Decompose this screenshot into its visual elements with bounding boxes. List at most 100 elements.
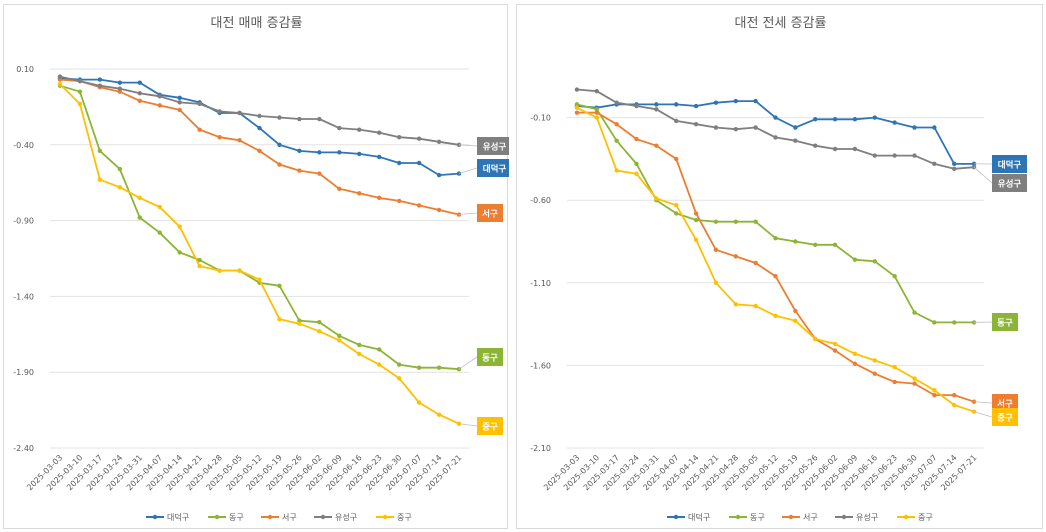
data-point <box>654 102 659 107</box>
data-point <box>574 102 580 107</box>
chart-jeonse-svg: 대전 전세 증감률-0.10-0.60-1.10-1.60-2.102025-0… <box>530 16 1027 522</box>
data-point <box>137 80 142 85</box>
data-point <box>217 268 222 273</box>
data-point <box>257 277 262 282</box>
data-point <box>674 211 679 216</box>
legend-entry-중구: 중구 <box>918 513 933 522</box>
data-point <box>317 116 322 122</box>
data-point <box>77 101 83 107</box>
data-point <box>97 77 103 82</box>
data-point <box>77 89 83 94</box>
legend-marker <box>788 514 794 520</box>
legend-entry-유성구: 유성구 <box>335 513 357 522</box>
data-point <box>217 109 222 114</box>
data-point <box>157 230 162 235</box>
data-point <box>217 135 222 140</box>
data-point <box>594 115 599 120</box>
data-point <box>952 392 957 398</box>
data-point <box>892 153 897 158</box>
data-point <box>832 341 838 347</box>
data-point <box>317 319 322 325</box>
data-point <box>436 365 442 370</box>
data-point <box>872 371 877 376</box>
data-point <box>932 125 937 130</box>
data-point <box>197 257 202 263</box>
data-point <box>177 95 182 101</box>
data-point <box>357 351 362 357</box>
legend-marker <box>267 514 273 520</box>
data-point <box>832 146 838 152</box>
legend-marker <box>673 514 679 520</box>
data-point <box>952 320 957 325</box>
chart-panel-jeonse: 대전 전세 증감률 -0.10 -0.60 -1.10 -1.60 -2.10 2025-0… <box>516 4 1043 529</box>
legend-entry-동구: 동구 <box>229 513 244 522</box>
data-point <box>971 161 977 167</box>
chart-sale-svg: 대전 매매 증감률0.10-0.40-0.90-1.40-1.90-2.4020… <box>13 16 509 522</box>
legend-marker <box>735 514 741 520</box>
data-point <box>377 195 382 201</box>
data-point <box>436 412 442 417</box>
end-label-text: 대덕구 <box>998 160 1022 171</box>
data-point <box>852 146 858 152</box>
data-point <box>117 89 123 94</box>
data-point <box>357 191 362 196</box>
data-point <box>177 100 182 105</box>
data-point <box>773 135 778 140</box>
data-point <box>832 242 838 248</box>
end-label-leader <box>973 411 993 418</box>
data-point <box>693 217 699 223</box>
data-point <box>773 273 778 279</box>
data-point <box>177 250 182 255</box>
data-point <box>297 321 302 326</box>
data-point <box>177 107 182 113</box>
series-line-중구 <box>576 106 975 413</box>
data-point <box>733 302 738 307</box>
end-label-leader <box>458 423 478 427</box>
data-point <box>197 101 202 107</box>
data-point <box>574 87 580 92</box>
data-point <box>117 86 123 91</box>
data-point <box>912 153 917 158</box>
data-point <box>852 361 858 366</box>
data-point <box>773 235 778 241</box>
data-point <box>634 136 639 142</box>
data-point <box>813 336 818 342</box>
end-label-leader <box>974 401 993 404</box>
end-label-box <box>477 159 509 177</box>
data-point <box>932 320 937 325</box>
data-point <box>793 138 798 143</box>
data-point <box>416 203 422 208</box>
data-point <box>693 122 699 127</box>
y-tick-label: -1.10 <box>530 279 551 288</box>
data-point <box>237 110 242 116</box>
data-point <box>396 160 402 166</box>
y-tick-label: -1.40 <box>13 292 34 301</box>
data-point <box>892 120 897 125</box>
data-point <box>892 273 897 279</box>
data-point <box>357 342 362 348</box>
end-label-text: 동구 <box>482 354 498 364</box>
data-point <box>297 148 302 154</box>
data-point <box>614 122 619 127</box>
y-tick-label: -2.40 <box>13 444 34 453</box>
data-point <box>852 117 858 122</box>
chart-title: 대전 전세 증감률 <box>735 16 827 31</box>
data-point <box>416 160 422 166</box>
data-point <box>634 103 639 109</box>
data-point <box>634 161 639 167</box>
data-point <box>277 283 282 288</box>
legend-entry-서구: 서구 <box>282 513 297 522</box>
data-point <box>157 204 162 210</box>
legend-marker <box>152 514 158 520</box>
end-label-box <box>992 313 1018 331</box>
data-point <box>952 166 957 172</box>
data-point <box>157 94 162 99</box>
chart-title: 대전 매매 증감률 <box>211 16 303 31</box>
end-label-text: 동구 <box>997 319 1013 329</box>
data-point <box>713 219 719 224</box>
data-point <box>971 399 977 404</box>
data-point <box>773 115 778 120</box>
data-point <box>317 171 322 176</box>
end-label-leader <box>973 166 993 184</box>
data-point <box>594 88 599 94</box>
